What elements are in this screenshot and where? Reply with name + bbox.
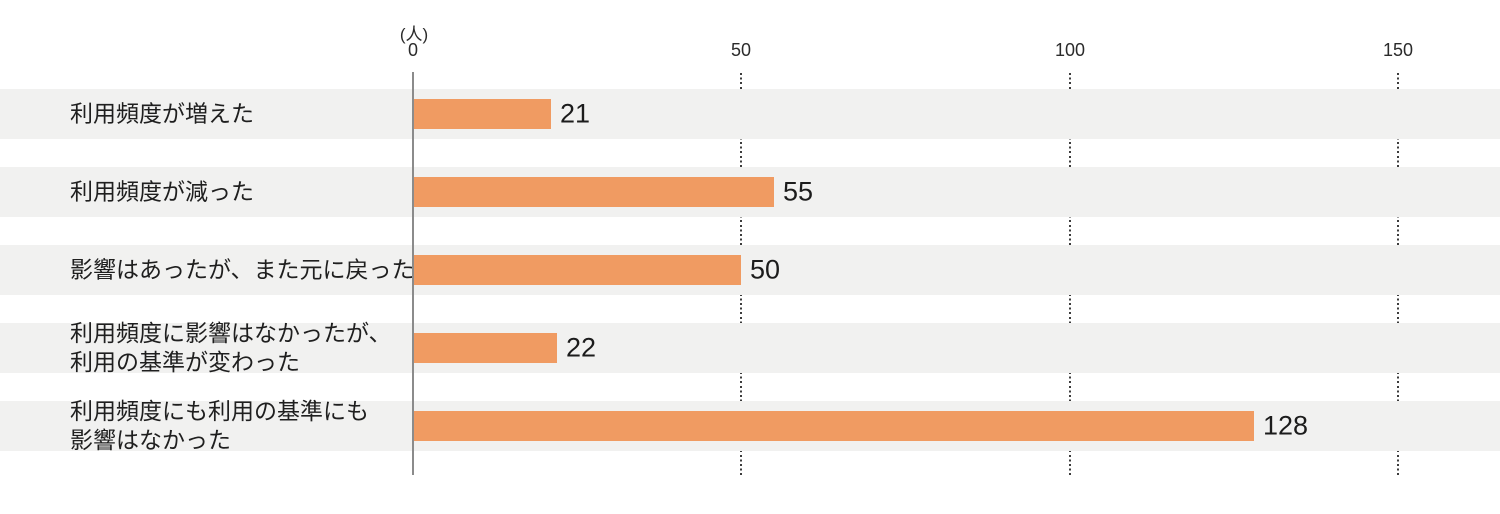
bar — [413, 255, 741, 285]
value-label: 50 — [750, 254, 781, 285]
category-label: 利用頻度が減った — [70, 178, 254, 205]
bar — [413, 99, 551, 129]
chart-row: 利用頻度が減った 55 — [0, 167, 1500, 217]
value-label: 21 — [560, 98, 591, 129]
x-axis-tick-100: 100 — [1054, 40, 1086, 60]
bar — [413, 333, 557, 363]
category-label: 利用頻度が増えた — [70, 100, 254, 127]
value-label: 22 — [566, 332, 597, 363]
category-label: 利用頻度に影響はなかったが、 利用の基準が変わった — [70, 320, 392, 375]
category-label: 利用頻度にも利用の基準にも 影響はなかった — [70, 398, 369, 453]
x-axis-tick-0: 0 — [407, 40, 419, 60]
x-axis-tick-150: 150 — [1382, 40, 1414, 60]
value-label: 55 — [783, 176, 814, 207]
axis-unit-label: (人) — [399, 25, 429, 44]
chart-row: 利用頻度が増えた 21 — [0, 89, 1500, 139]
y-axis-line — [412, 72, 414, 475]
bar — [413, 411, 1254, 441]
x-axis-tick-50: 50 — [730, 40, 752, 60]
chart-row: 影響はあったが、また元に戻った 50 — [0, 245, 1500, 295]
value-label: 128 — [1263, 410, 1309, 441]
category-label: 影響はあったが、また元に戻った — [70, 256, 415, 283]
bar — [413, 177, 774, 207]
chart-row: 利用頻度にも利用の基準にも 影響はなかった 128 — [0, 398, 1500, 453]
chart-row: 利用頻度に影響はなかったが、 利用の基準が変わった 22 — [0, 320, 1500, 375]
